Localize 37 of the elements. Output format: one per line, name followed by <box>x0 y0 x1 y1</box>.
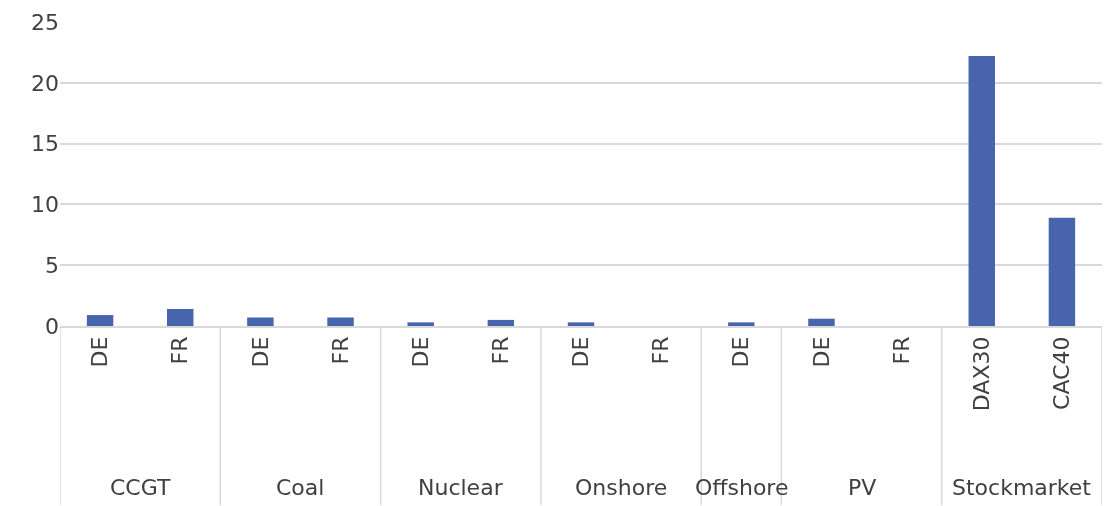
category-label: FR <box>488 336 513 365</box>
bar <box>407 322 434 326</box>
y-tick-label: 10 <box>31 192 59 218</box>
category-label: DE <box>568 336 594 368</box>
bar <box>487 319 515 326</box>
bar <box>968 56 995 326</box>
category-label: Offshore <box>695 475 789 500</box>
category-label: DE <box>247 336 273 368</box>
y-tick-label: 25 <box>31 9 59 35</box>
category-label: FR <box>888 336 914 365</box>
category-label: DE <box>728 336 754 368</box>
category-label: FR <box>327 336 353 365</box>
bar <box>327 317 354 326</box>
category-label: FR <box>648 336 674 365</box>
category-label: Nuclear <box>418 475 503 500</box>
category-label: Onshore <box>575 475 668 500</box>
bar <box>567 322 595 326</box>
category-label: DE <box>407 336 433 368</box>
category-label: FR <box>167 336 193 365</box>
category-label: DE <box>808 336 834 368</box>
category-label: Coal <box>276 475 325 500</box>
category-label: DAX30 <box>968 336 994 412</box>
bar <box>1048 217 1076 326</box>
category-label: PV <box>848 475 877 500</box>
bar <box>728 322 755 326</box>
category-label: DE <box>87 336 113 368</box>
bar <box>808 318 835 326</box>
y-tick-label: 15 <box>31 131 59 157</box>
y-tick-label: 20 <box>31 70 59 96</box>
bar <box>86 315 114 326</box>
category-label: CAC40 <box>1049 336 1075 410</box>
bar <box>247 317 274 326</box>
y-tick-label: 0 <box>45 313 59 339</box>
y-tick-label: 5 <box>45 252 59 278</box>
category-label: Stockmarket <box>952 475 1091 500</box>
bar <box>167 308 194 326</box>
category-label: CCGT <box>110 475 171 500</box>
